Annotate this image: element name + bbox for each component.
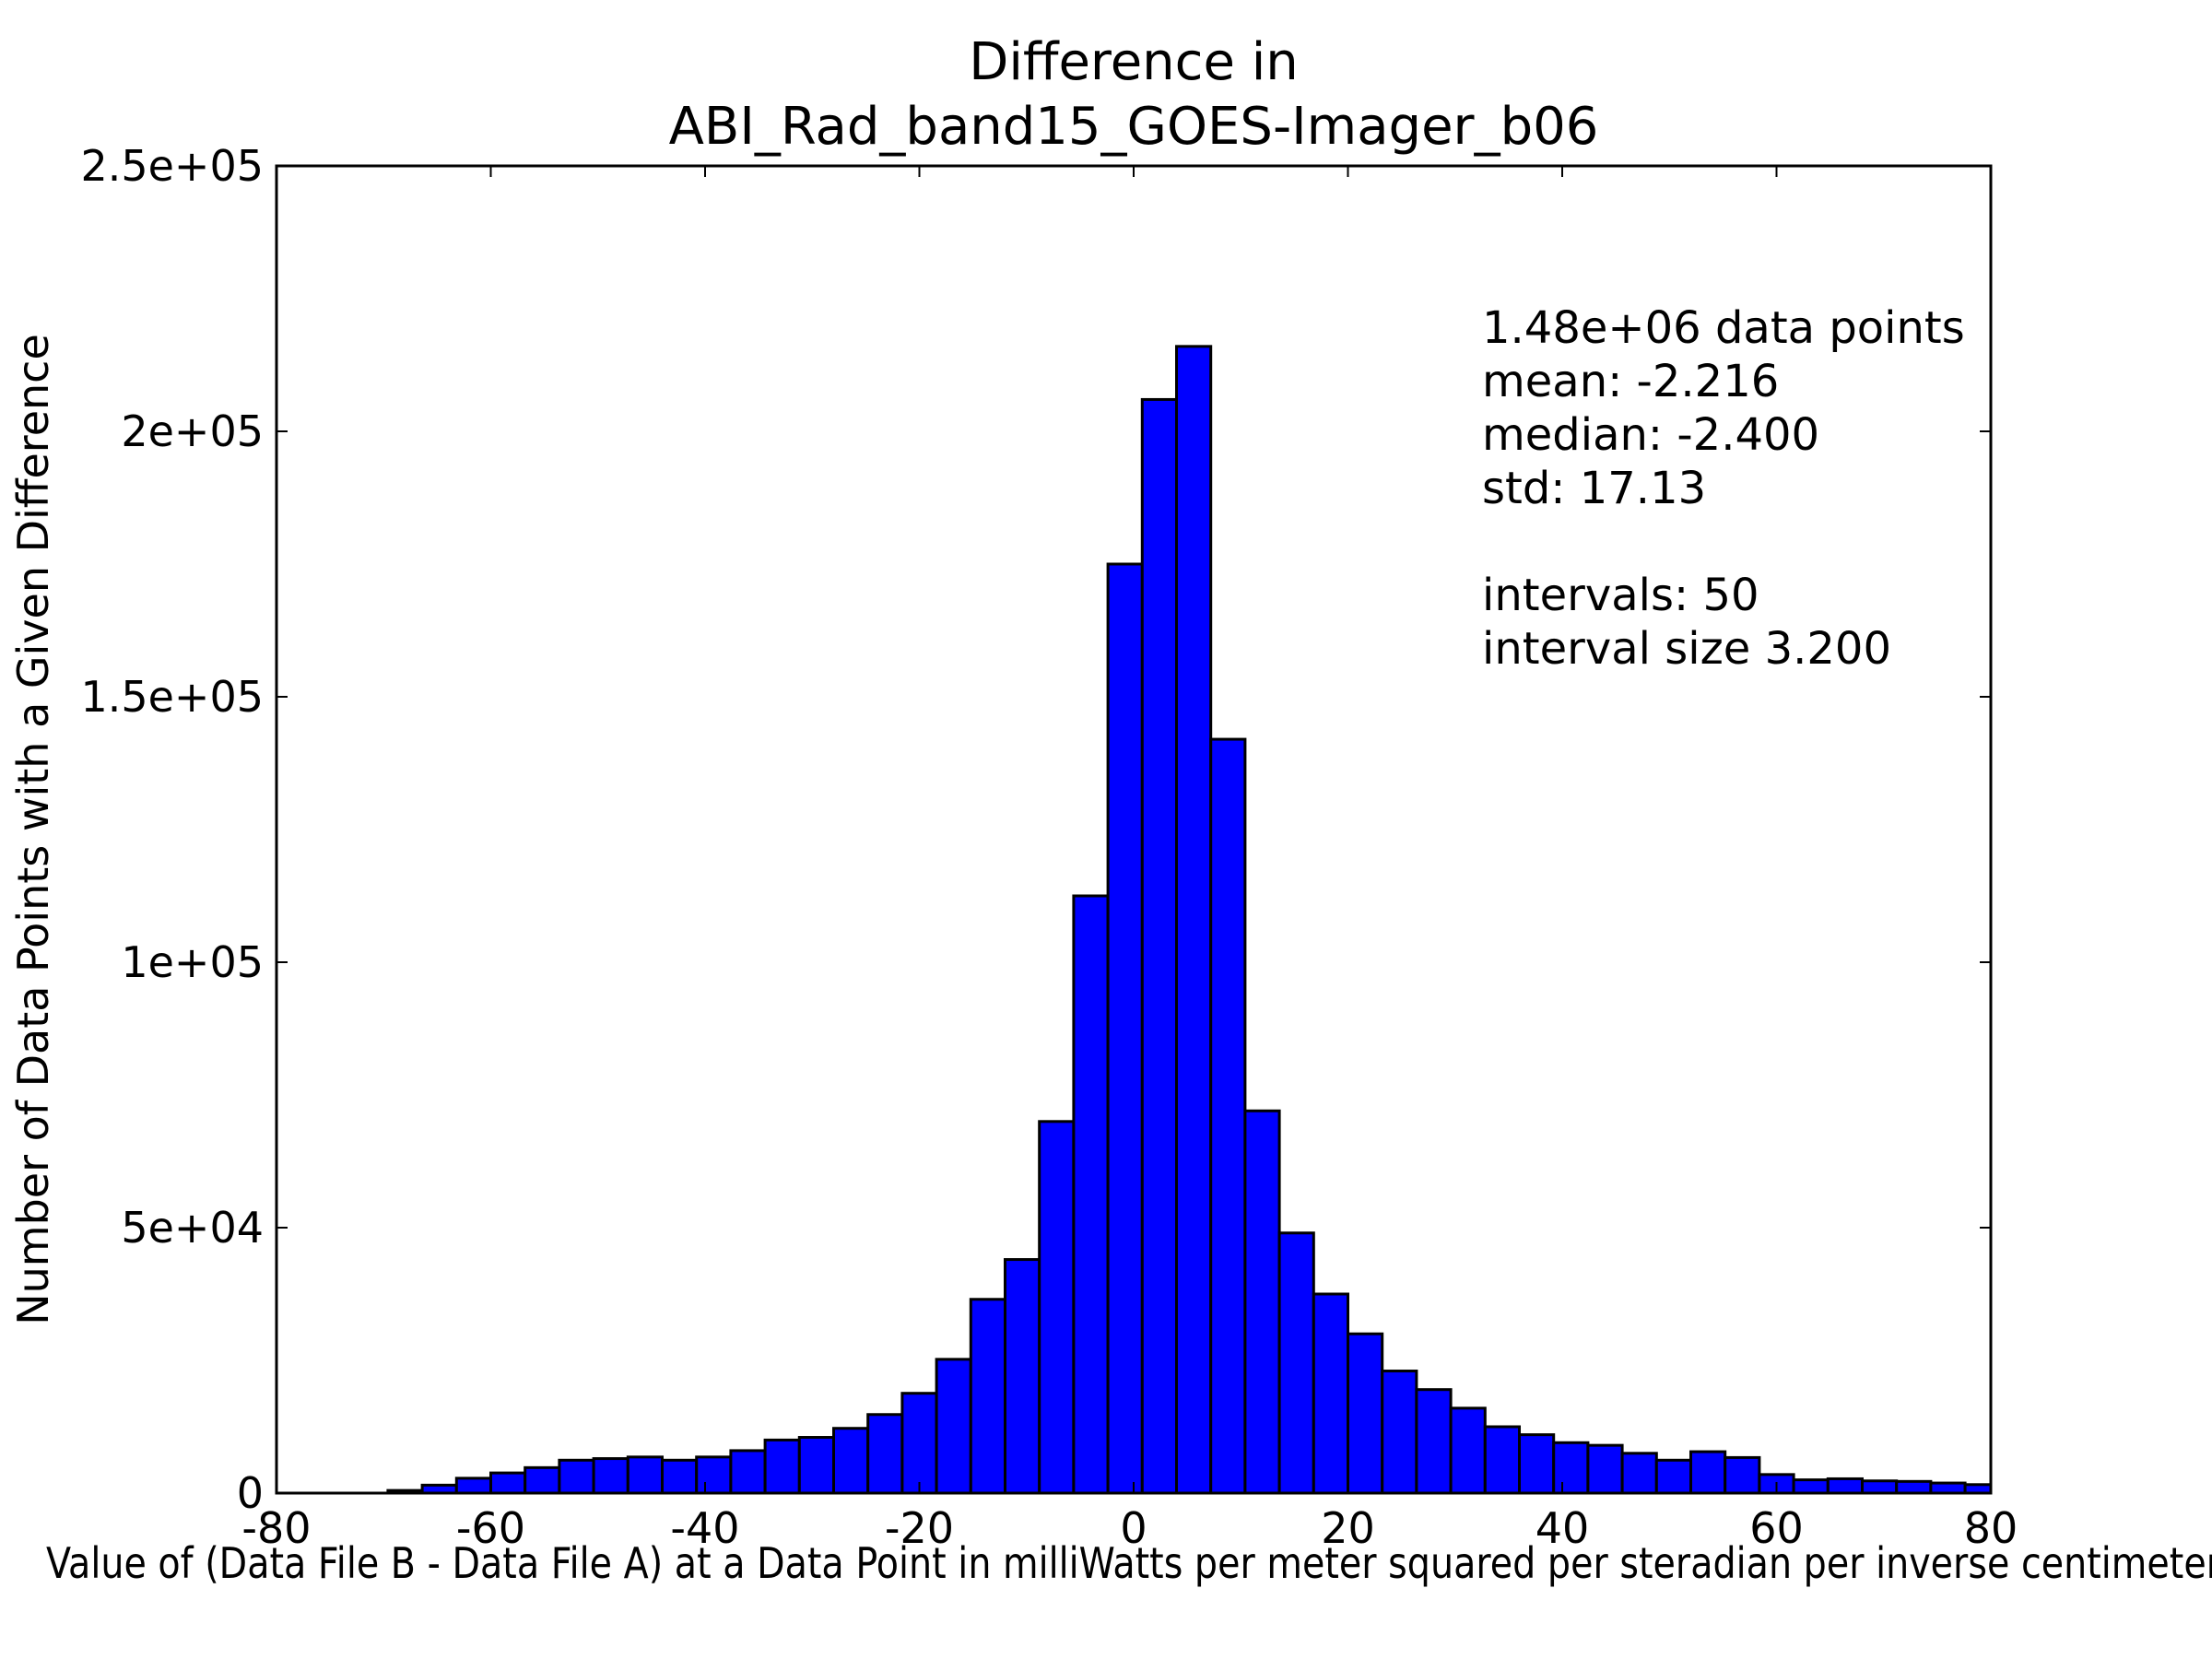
histogram-bar (524, 1465, 561, 1495)
histogram-bar (454, 1477, 492, 1495)
histogram-bar (1243, 1109, 1281, 1495)
stats-annotation-line: median: -2.400 (1482, 409, 1819, 461)
histogram-bar (1449, 1406, 1487, 1495)
x-tick-label: 40 (1535, 1503, 1590, 1553)
stats-annotation-line: interval size 3.200 (1482, 623, 1891, 675)
histogram-bar (763, 1438, 801, 1495)
histogram-bar (1140, 397, 1179, 1495)
histogram-bar (1381, 1370, 1418, 1495)
x-tick-label: 0 (1120, 1503, 1147, 1553)
histogram-bar (935, 1358, 972, 1495)
histogram-bar (1004, 1258, 1041, 1495)
x-tick-label: -40 (670, 1503, 739, 1553)
histogram-bar (1792, 1478, 1830, 1495)
y-tick-label: 2.5e+05 (80, 141, 264, 191)
stats-annotation-line: mean: -2.216 (1482, 356, 1779, 407)
y-tick-label: 0 (237, 1468, 264, 1518)
x-tick-label: -60 (456, 1503, 525, 1553)
histogram-bar (1483, 1425, 1522, 1495)
histogram-bars (386, 345, 1993, 1495)
histogram-bar (1586, 1443, 1624, 1495)
stats-annotation-line: 1.48e+06 data points (1482, 302, 1965, 354)
histogram-bar (1689, 1450, 1727, 1495)
histogram-bar (661, 1458, 699, 1495)
histogram-bar (969, 1298, 1007, 1495)
y-tick-label: 1.5e+05 (80, 672, 264, 722)
histogram-bar (797, 1436, 835, 1495)
axis-tick-labels: -80 -60 -40 -20 0 20 40 60 80 0 5e+04 1e+05 1.5e+05 2… (80, 141, 2018, 1553)
histogram-bar (1106, 562, 1144, 1495)
stats-annotation: 1.48e+06 data points mean: -2.216 median: … (1482, 302, 1965, 675)
histogram-bar (558, 1458, 595, 1495)
histogram-bar (1620, 1452, 1658, 1495)
histogram-bar (1175, 345, 1213, 1495)
histogram-bar (1826, 1477, 1865, 1495)
histogram-bar (592, 1457, 629, 1495)
y-tick-label: 1e+05 (121, 937, 264, 987)
x-axis-label: Value of (Data File B - Data File A) at … (46, 1538, 2212, 1588)
chart-title-line-2: ABI_Rad_band15_GOES-Imager_b06 (669, 97, 1599, 157)
x-tick-label: -20 (885, 1503, 954, 1553)
histogram-bar (1312, 1292, 1350, 1495)
histogram-bar (1347, 1332, 1384, 1495)
stats-annotation-line: intervals: 50 (1482, 570, 1759, 621)
histogram-bar (1929, 1481, 1967, 1495)
y-axis-label: Number of Data Points with a Given Diffe… (8, 334, 58, 1325)
x-tick-label: 60 (1749, 1503, 1804, 1553)
histogram-bar (1518, 1433, 1556, 1495)
histogram-bar (1038, 1120, 1076, 1495)
histogram-bar (1277, 1231, 1315, 1495)
x-tick-label: 20 (1321, 1503, 1375, 1553)
x-tick-label: -80 (241, 1503, 311, 1553)
histogram-bar (1072, 894, 1110, 1495)
histogram-bar (1654, 1458, 1693, 1495)
histogram-bar (866, 1413, 904, 1495)
histogram-bar (489, 1471, 527, 1495)
histogram-bar (626, 1455, 664, 1495)
axis-ticks (276, 165, 1992, 1494)
histogram-bar (729, 1449, 767, 1495)
stats-annotation-line: std: 17.13 (1482, 463, 1706, 514)
histogram-bar (1209, 737, 1247, 1495)
histogram-bar (832, 1427, 870, 1495)
histogram-bar (900, 1392, 938, 1495)
histogram-bar (695, 1455, 733, 1495)
histogram-bar (1724, 1455, 1761, 1495)
stats-annotation-line (1482, 516, 1496, 568)
x-tick-label: 80 (1964, 1503, 2018, 1553)
histogram-bar (1861, 1479, 1899, 1495)
histogram-bar (1552, 1441, 1590, 1495)
y-tick-label: 5e+04 (121, 1203, 264, 1253)
y-tick-label: 2e+05 (121, 406, 264, 456)
histogram-bar (1415, 1388, 1453, 1495)
chart-title-line-1: Difference in (969, 32, 1299, 92)
histogram-bar (1895, 1479, 1933, 1495)
